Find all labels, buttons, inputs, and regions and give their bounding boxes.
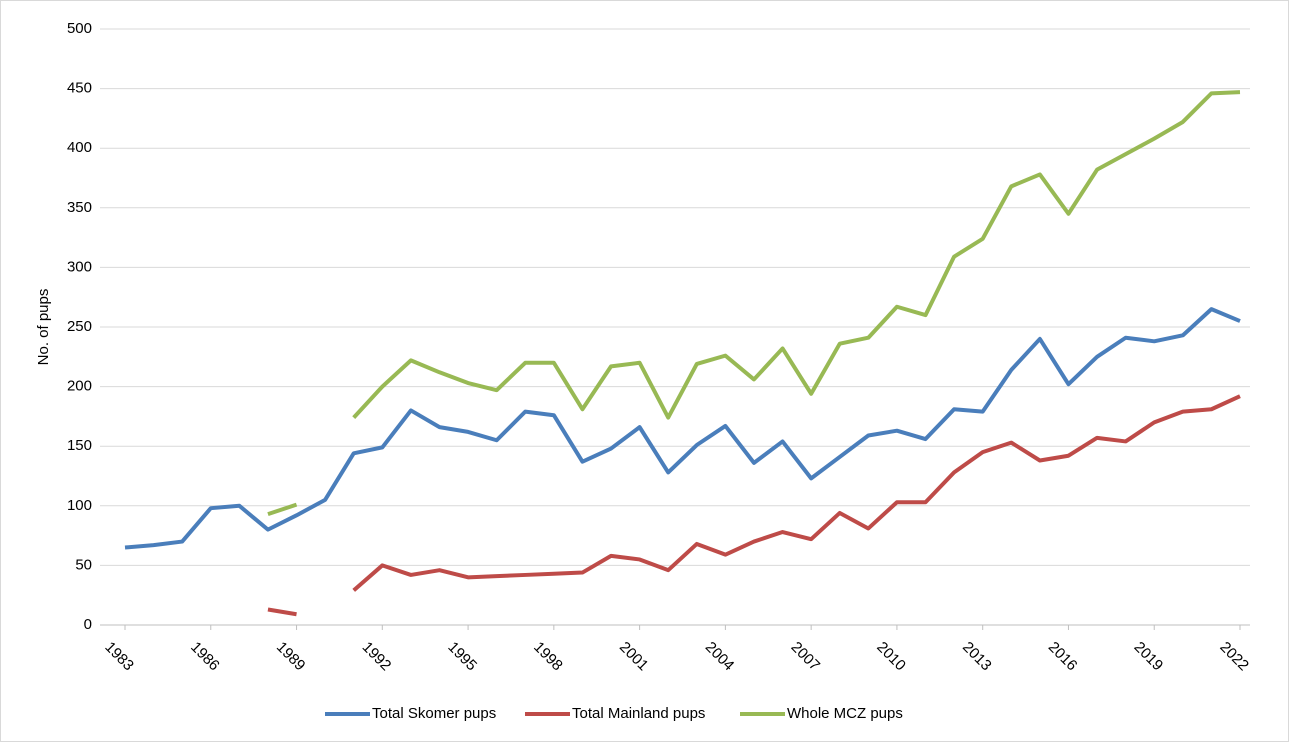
series-line bbox=[124, 307, 1241, 550]
y-tick-label: 400 bbox=[67, 139, 92, 156]
y-tick-label: 300 bbox=[67, 258, 92, 275]
y-tick-label: 500 bbox=[67, 20, 92, 37]
legend-label: Total Mainland pups bbox=[572, 705, 705, 722]
legend-label: Total Skomer pups bbox=[372, 705, 496, 722]
y-tick-label: 150 bbox=[67, 437, 92, 454]
y-tick-label: 350 bbox=[67, 199, 92, 216]
series-line bbox=[267, 90, 1241, 517]
y-tick-label: 0 bbox=[84, 616, 92, 633]
y-tick-label: 450 bbox=[67, 80, 92, 97]
series-line bbox=[267, 394, 1241, 617]
y-axis-label: No. of pups bbox=[35, 289, 52, 366]
y-tick-label: 250 bbox=[67, 318, 92, 335]
legend-label: Whole MCZ pups bbox=[787, 705, 903, 722]
y-tick-label: 200 bbox=[67, 378, 92, 395]
y-tick-label: 100 bbox=[67, 497, 92, 514]
y-tick-label: 50 bbox=[75, 556, 92, 573]
